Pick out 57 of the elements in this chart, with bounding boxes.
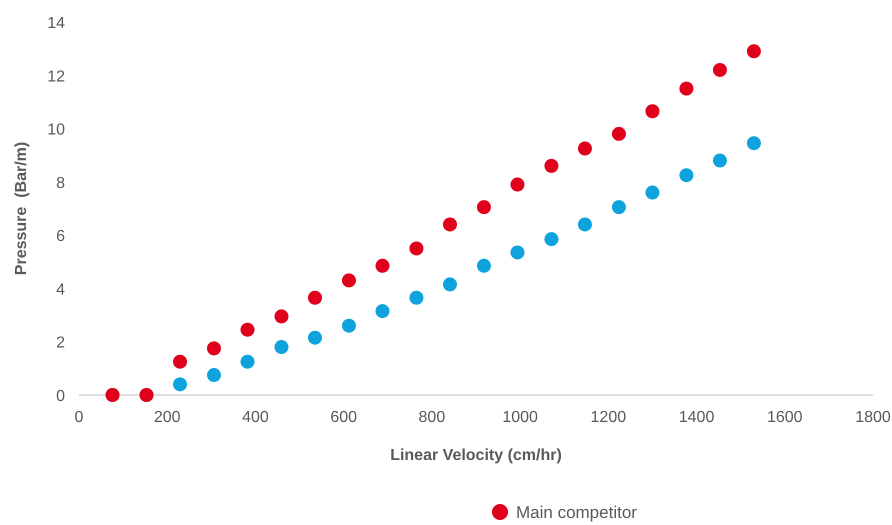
point — [442, 217, 457, 232]
x-axis-title: Linear Velocity (cm/hr) — [390, 447, 562, 464]
point — [308, 290, 322, 305]
point — [679, 82, 694, 96]
y-tick-label: 14 — [47, 15, 66, 32]
point — [578, 142, 592, 156]
y-axis-title: Pressure (Bar/m) — [13, 142, 30, 276]
point — [612, 126, 626, 141]
point — [274, 340, 288, 354]
legend-label: Main competitor — [516, 503, 638, 522]
point — [476, 200, 491, 214]
point — [712, 62, 727, 77]
y-tick-label: 2 — [56, 334, 66, 352]
point — [173, 377, 188, 392]
x-tick-label: 1000 — [502, 409, 538, 426]
point — [510, 178, 524, 192]
point — [746, 136, 761, 150]
y-tick-label: 10 — [47, 122, 66, 139]
point — [409, 241, 424, 256]
point — [544, 232, 558, 246]
y-tick-label: 0 — [56, 388, 66, 405]
x-tick-label: 1400 — [678, 409, 714, 426]
point — [746, 44, 761, 58]
point — [308, 330, 322, 345]
point — [375, 304, 390, 318]
point — [409, 290, 424, 305]
point — [476, 258, 491, 273]
y-tick-label: 12 — [47, 68, 66, 86]
point — [173, 354, 188, 369]
x-tick-label: 1200 — [590, 409, 626, 426]
point — [375, 258, 390, 273]
x-tick-label: 200 — [154, 409, 181, 426]
y-tick-label: 8 — [56, 174, 66, 192]
point — [342, 318, 356, 333]
point — [510, 245, 524, 260]
point — [544, 158, 558, 173]
point — [645, 104, 660, 118]
x-tick-label: 600 — [330, 409, 358, 426]
point — [712, 154, 727, 168]
point — [645, 186, 660, 200]
point — [612, 200, 626, 214]
point — [274, 309, 288, 324]
x-tick-label: 0 — [74, 409, 84, 426]
point — [578, 217, 592, 232]
x-tick-label: 1600 — [766, 409, 803, 426]
x-tick-label: 400 — [242, 409, 269, 426]
point — [240, 354, 255, 369]
x-tick-label: 1800 — [855, 409, 891, 426]
x-tick-label: 800 — [418, 409, 446, 426]
point — [342, 273, 356, 288]
point — [206, 368, 221, 382]
y-tick-label: 4 — [56, 281, 66, 298]
point — [442, 277, 457, 292]
point — [240, 322, 255, 337]
point — [679, 168, 694, 182]
point — [206, 341, 221, 356]
y-tick-label: 6 — [56, 228, 66, 246]
